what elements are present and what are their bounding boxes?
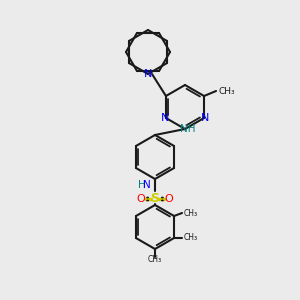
Text: S: S: [151, 193, 160, 206]
Text: CH₃: CH₃: [184, 233, 198, 242]
Text: CH₃: CH₃: [148, 254, 162, 263]
Text: O: O: [136, 194, 146, 204]
Text: O: O: [165, 194, 173, 204]
Text: H: H: [138, 180, 146, 190]
Text: NH: NH: [180, 124, 196, 134]
Text: N: N: [143, 180, 151, 190]
Text: CH₃: CH₃: [184, 208, 198, 217]
Text: N: N: [144, 69, 152, 79]
Text: CH₃: CH₃: [218, 86, 235, 95]
Text: N: N: [201, 113, 209, 123]
Text: N: N: [161, 113, 169, 123]
